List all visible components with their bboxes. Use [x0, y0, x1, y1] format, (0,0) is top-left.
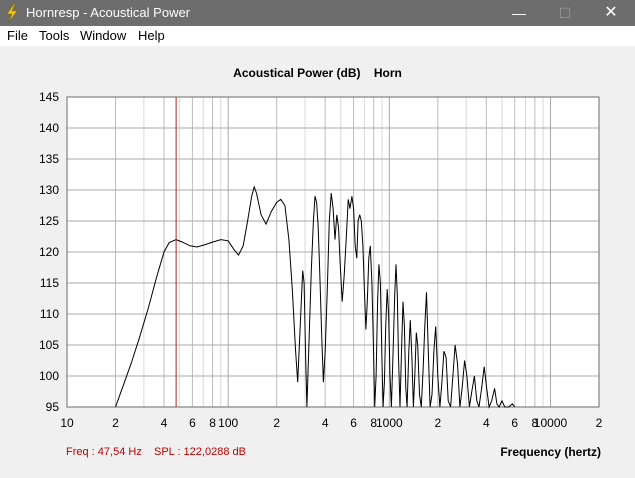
- menu-bar: File Tools Window Help: [0, 26, 635, 46]
- x-tick-label: 6: [350, 416, 357, 430]
- x-tick-label: 8: [209, 416, 216, 430]
- y-tick-label: 110: [40, 307, 59, 321]
- y-tick-label: 140: [39, 121, 59, 135]
- x-tick-label: 10: [60, 416, 74, 430]
- maximize-button[interactable]: ☐: [558, 5, 572, 21]
- x-tick-label: 2: [273, 416, 280, 430]
- x-tick-label: 2: [434, 416, 441, 430]
- x-tick-label: 8: [370, 416, 377, 430]
- plot-border: [66, 96, 600, 408]
- acoustical-power-line: [115, 185, 516, 409]
- x-axis-label: Frequency (hertz): [500, 445, 601, 459]
- y-tick-label: 130: [39, 183, 59, 197]
- spl-readout: SPL : 122,0288 dB: [154, 446, 246, 458]
- x-tick-label: 6: [189, 416, 196, 430]
- menu-file[interactable]: File: [7, 28, 28, 43]
- hornresp-app-icon: [6, 4, 18, 22]
- y-tick-label: 100: [39, 369, 59, 383]
- x-tick-label: 2: [112, 416, 119, 430]
- title-bar: Hornresp - Acoustical Power — ☐ ✕: [0, 0, 635, 26]
- x-tick-label: 1000: [376, 416, 403, 430]
- y-tick-label: 145: [39, 90, 59, 104]
- chart-area[interactable]: Acoustical Power (dB) Horn 145 140 135 130 1…: [0, 46, 635, 478]
- x-tick-label: 10000: [534, 416, 568, 430]
- y-tick-label: 120: [39, 245, 59, 259]
- menu-tools[interactable]: Tools: [39, 28, 70, 43]
- close-button[interactable]: ✕: [604, 4, 618, 21]
- y-tick-label: 135: [39, 152, 59, 166]
- menu-help[interactable]: Help: [138, 28, 165, 43]
- x-tick-label: 100: [218, 416, 238, 430]
- y-tick-label: 105: [39, 338, 59, 352]
- x-tick-label: 6: [511, 416, 518, 430]
- y-tick-label: 115: [40, 276, 59, 290]
- x-tick-label: 8: [532, 416, 539, 430]
- x-tick-label: 4: [161, 416, 168, 430]
- y-tick-label: 95: [46, 400, 60, 414]
- x-tick-label: 4: [483, 416, 490, 430]
- x-tick-label: 2: [596, 416, 603, 430]
- minimize-button[interactable]: —: [512, 5, 526, 21]
- window-title: Hornresp - Acoustical Power: [26, 5, 191, 20]
- y-tick-label: 125: [39, 214, 59, 228]
- menu-window[interactable]: Window: [80, 28, 127, 43]
- freq-readout: Freq : 47,54 Hz: [66, 446, 142, 458]
- x-tick-label: 4: [322, 416, 329, 430]
- chart-title: Acoustical Power (dB) Horn: [233, 66, 402, 80]
